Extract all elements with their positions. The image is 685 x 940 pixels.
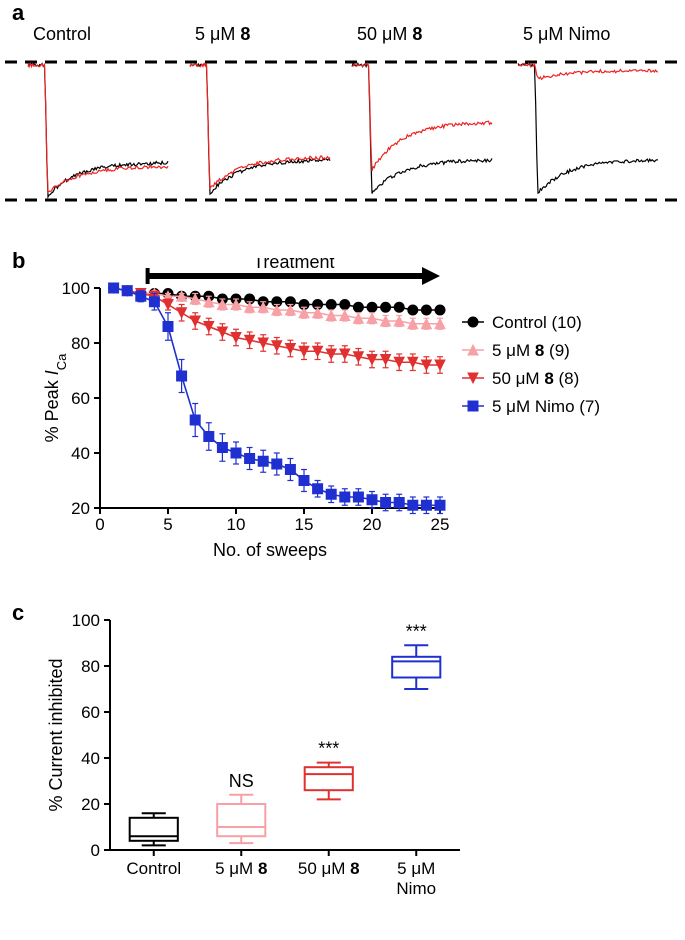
- svg-text:***: ***: [406, 621, 427, 641]
- svg-text:5: 5: [163, 515, 172, 534]
- svg-text:5 μM: 5 μM: [397, 859, 435, 878]
- svg-text:Nimo: Nimo: [396, 879, 436, 898]
- svg-text:50 μM 8: 50 μM 8: [298, 859, 360, 878]
- svg-text:80: 80: [71, 334, 90, 353]
- panel-b-label: b: [12, 248, 25, 274]
- svg-text:0: 0: [91, 841, 100, 860]
- svg-text:40: 40: [81, 749, 100, 768]
- panel-c: c 0 20 40 60 80 100 % Current inhibited Control…: [0, 600, 685, 930]
- svg-text:***: ***: [318, 739, 339, 759]
- svg-text:60: 60: [71, 389, 90, 408]
- svg-text:10: 10: [227, 515, 246, 534]
- svg-text:% Current inhibited: % Current inhibited: [46, 658, 66, 811]
- panel-a: a Control5 μM 850 μM 85 μM Nimo: [0, 0, 685, 230]
- svg-text:15: 15: [295, 515, 314, 534]
- svg-text:Treatment: Treatment: [253, 258, 334, 272]
- svg-text:0: 0: [95, 515, 104, 534]
- svg-text:% Peak ICa: % Peak ICa: [42, 353, 69, 442]
- svg-text:20: 20: [71, 499, 90, 518]
- svg-text:50 μM 8 (8): 50 μM 8 (8): [492, 369, 579, 388]
- panel-c-label: c: [12, 600, 24, 626]
- svg-text:5 μM 8: 5 μM 8: [215, 859, 267, 878]
- svg-text:80: 80: [81, 657, 100, 676]
- svg-text:5 μM 8: 5 μM 8: [195, 24, 250, 44]
- svg-text:5 μM Nimo: 5 μM Nimo: [523, 24, 610, 44]
- svg-text:NS: NS: [229, 771, 254, 791]
- svg-text:No. of sweeps: No. of sweeps: [213, 540, 327, 560]
- svg-text:50 μM 8: 50 μM 8: [357, 24, 422, 44]
- svg-text:Control: Control: [126, 859, 181, 878]
- svg-text:20: 20: [81, 795, 100, 814]
- svg-text:60: 60: [81, 703, 100, 722]
- svg-text:Control: Control: [33, 24, 91, 44]
- svg-text:5 μM Nimo (7): 5 μM Nimo (7): [492, 397, 600, 416]
- svg-text:40: 40: [71, 444, 90, 463]
- svg-text:100: 100: [62, 279, 90, 298]
- svg-text:100: 100: [72, 611, 100, 630]
- panel-a-traces: Control 5 μM 8 50 μM 8 5 μM Nimo: [0, 20, 685, 230]
- panel-b-chart: 20 40 60 80 100 0 5 10 15 20 25 No. of sweeps % Peak…: [40, 258, 680, 578]
- svg-text:5 μM 8 (9): 5 μM 8 (9): [492, 341, 570, 360]
- panel-b: b 20 40 60 80 100 0 5 10 15 20 25 No. of sweeps % Pe…: [0, 248, 685, 578]
- svg-text:Control (10): Control (10): [492, 313, 582, 332]
- panel-c-chart: 0 20 40 60 80 100 % Current inhibited Control NS…: [40, 610, 560, 940]
- svg-text:20: 20: [363, 515, 382, 534]
- svg-text:25: 25: [431, 515, 450, 534]
